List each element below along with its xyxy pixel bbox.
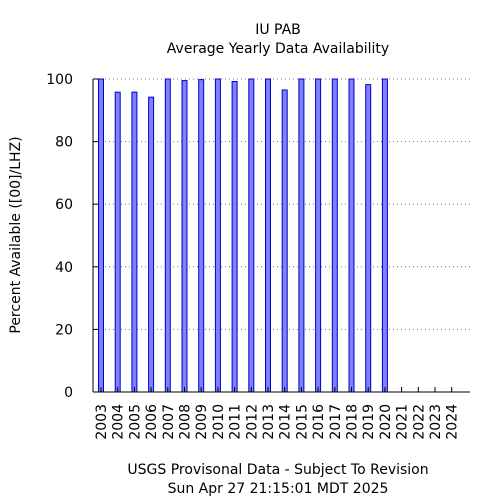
chart-title: IU PAB bbox=[255, 22, 301, 38]
bar-2016 bbox=[315, 78, 322, 393]
bar-2005 bbox=[131, 91, 138, 393]
y-tick-label: 100 bbox=[46, 72, 73, 88]
x-tick-label-2013: 2013 bbox=[261, 404, 277, 440]
bar-2003 bbox=[98, 78, 104, 393]
y-tick-label: 0 bbox=[64, 385, 73, 401]
x-tick-label-2018: 2018 bbox=[345, 404, 361, 440]
footer-timestamp: Sun Apr 27 21:15:01 MDT 2025 bbox=[168, 481, 389, 497]
x-tick-label-2009: 2009 bbox=[194, 404, 210, 440]
bar-2017 bbox=[331, 78, 338, 393]
x-tick-label-2023: 2023 bbox=[428, 404, 444, 440]
x-tick-label-2012: 2012 bbox=[244, 404, 260, 440]
x-tick-label-2006: 2006 bbox=[144, 404, 160, 440]
footer-provisional: USGS Provisonal Data - Subject To Revisi… bbox=[127, 462, 428, 478]
bar-2006 bbox=[148, 96, 155, 393]
bar-2020 bbox=[381, 78, 388, 393]
x-tick-label-2021: 2021 bbox=[395, 404, 411, 440]
bar-2014 bbox=[281, 89, 288, 393]
bar-2013 bbox=[265, 78, 271, 393]
x-tick-label-2015: 2015 bbox=[294, 404, 310, 440]
x-tick-label-2010: 2010 bbox=[211, 404, 227, 440]
x-tick-label-2017: 2017 bbox=[328, 404, 344, 440]
x-tick-label-2022: 2022 bbox=[411, 404, 427, 440]
bar-2019 bbox=[365, 84, 372, 393]
x-tick-label-2020: 2020 bbox=[378, 404, 394, 440]
bar-2007 bbox=[164, 78, 171, 393]
y-tick-label: 60 bbox=[55, 197, 73, 213]
x-tick-label-2011: 2011 bbox=[228, 404, 244, 440]
bar-2015 bbox=[298, 78, 305, 393]
y-tick-label: 80 bbox=[55, 135, 73, 151]
bar-2004 bbox=[114, 91, 121, 393]
bars bbox=[98, 78, 388, 393]
bar-2012 bbox=[248, 78, 255, 393]
x-tick-label-2003: 2003 bbox=[94, 404, 110, 440]
x-axis-ticks: 2003 2004 2005 2006 2007 2008 2009 2010 2011 2012… bbox=[94, 387, 461, 440]
y-axis-ticks: 0 20 40 60 80 100 bbox=[46, 72, 99, 401]
y-tick-label: 40 bbox=[55, 260, 73, 276]
grid-lines bbox=[93, 78, 470, 330]
x-tick-label-2007: 2007 bbox=[161, 404, 177, 440]
bar-2010 bbox=[214, 78, 221, 393]
chart-subtitle: Average Yearly Data Availability bbox=[167, 41, 389, 57]
y-tick-label: 20 bbox=[55, 322, 73, 338]
x-tick-label-2004: 2004 bbox=[111, 404, 127, 440]
x-tick-label-2005: 2005 bbox=[127, 404, 143, 440]
x-tick-label-2019: 2019 bbox=[361, 404, 377, 440]
bar-2011 bbox=[231, 81, 238, 393]
x-tick-label-2024: 2024 bbox=[445, 404, 461, 440]
x-tick-label-2008: 2008 bbox=[178, 404, 194, 440]
bar-2018 bbox=[348, 78, 355, 393]
x-tick-label-2016: 2016 bbox=[311, 404, 327, 440]
bar-2009 bbox=[198, 79, 205, 393]
x-tick-label-2014: 2014 bbox=[278, 404, 294, 440]
y-axis-label: Percent Available ([00]/LHZ) bbox=[8, 136, 24, 333]
bar-2008 bbox=[181, 80, 188, 393]
